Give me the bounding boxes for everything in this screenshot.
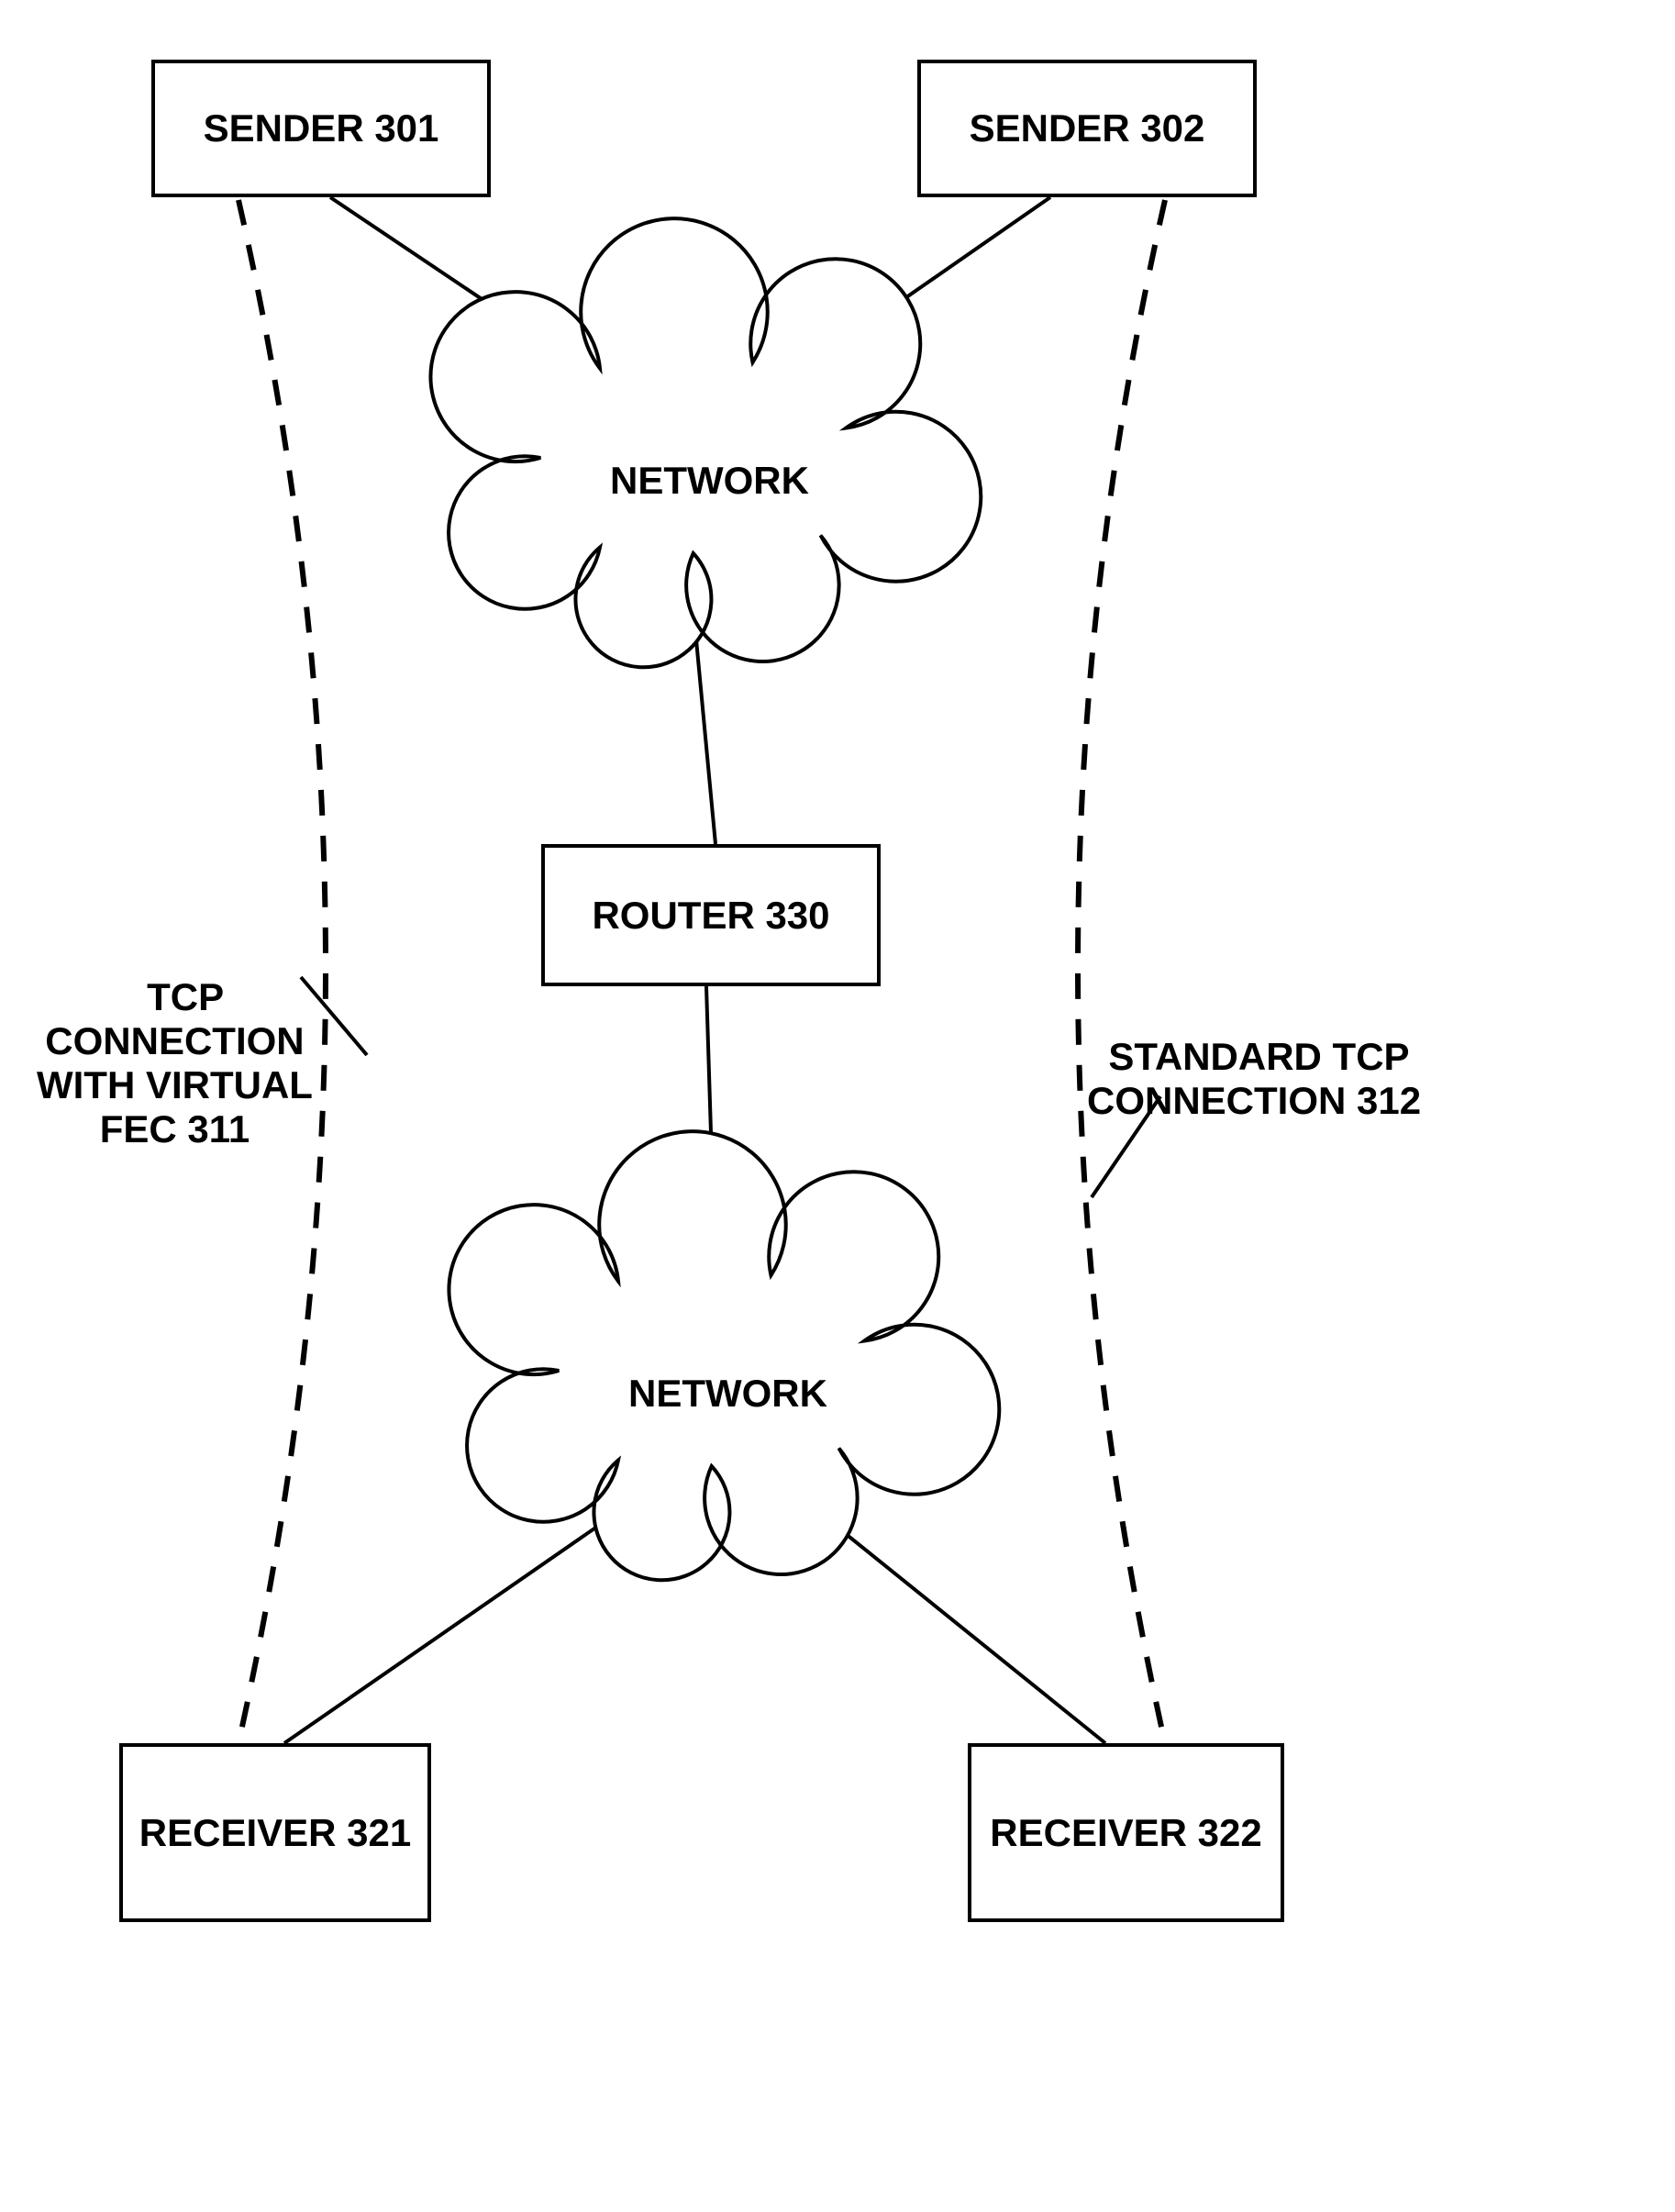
- network-bottom-label: NETWORK: [628, 1372, 812, 1416]
- receiver-321-label: RECEIVER 321: [139, 1811, 411, 1855]
- tcp-vfec-label: TCP CONNECTION WITH VIRTUAL FEC 311: [37, 931, 313, 1151]
- router-330-box: ROUTER 330: [541, 844, 881, 986]
- receiver-322-box: RECEIVER 322: [968, 1743, 1284, 1922]
- receiver-321-box: RECEIVER 321: [119, 1743, 431, 1922]
- receiver-322-label: RECEIVER 322: [990, 1811, 1261, 1855]
- sender-302-label: SENDER 302: [970, 106, 1205, 150]
- sender-301-box: SENDER 301: [151, 60, 491, 197]
- network-top-label: NETWORK: [610, 459, 793, 503]
- standard-tcp-label: STANDARD TCP CONNECTION 312: [1087, 991, 1421, 1123]
- router-330-label: ROUTER 330: [592, 894, 829, 938]
- sender-302-box: SENDER 302: [917, 60, 1257, 197]
- sender-301-label: SENDER 301: [204, 106, 439, 150]
